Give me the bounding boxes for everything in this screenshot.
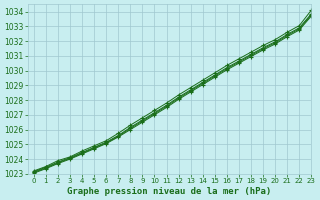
X-axis label: Graphe pression niveau de la mer (hPa): Graphe pression niveau de la mer (hPa)	[68, 187, 272, 196]
